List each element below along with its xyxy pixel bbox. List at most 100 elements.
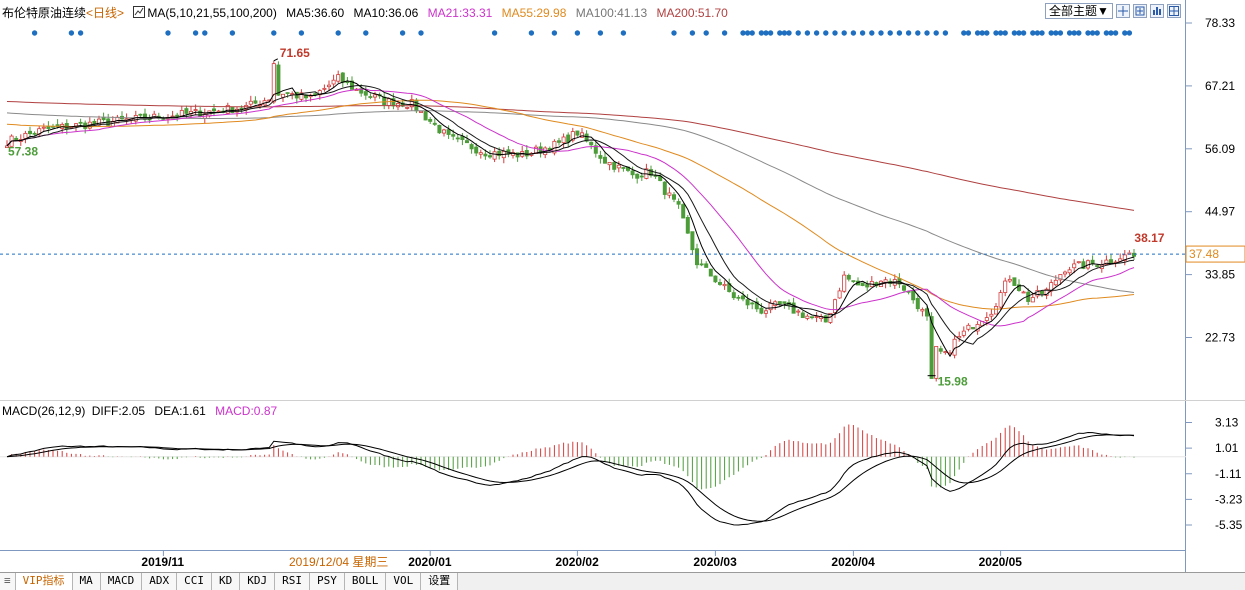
candle-body bbox=[92, 120, 97, 125]
time-tick-label: 2020/03 bbox=[693, 555, 737, 569]
price-gridlines: 78.33 67.21 56.09 44.97 33.85 22.73 bbox=[1186, 16, 1235, 345]
time-tick-label: 2019/11 bbox=[141, 555, 184, 569]
ma200-line bbox=[6, 101, 1135, 211]
tab-psy[interactable]: PSY bbox=[310, 573, 345, 590]
candle-body bbox=[299, 92, 304, 100]
signal-dot bbox=[551, 30, 558, 36]
tab-vip-indicators[interactable]: VIP指标 bbox=[15, 573, 73, 590]
tab-ma[interactable]: MA bbox=[72, 573, 101, 590]
candle-body bbox=[1053, 279, 1058, 286]
signal-dot bbox=[703, 30, 709, 36]
price-tick-label: 78.33 bbox=[1205, 16, 1235, 30]
candle-body bbox=[32, 132, 37, 135]
chart-type-icon[interactable] bbox=[1149, 4, 1164, 18]
instrument-name: 布伦特原油连续 bbox=[2, 6, 87, 20]
signal-dot bbox=[740, 30, 746, 36]
signal-dot bbox=[1034, 30, 1041, 36]
candle-body bbox=[630, 170, 635, 176]
signal-dot bbox=[165, 30, 171, 36]
tab-rsi[interactable]: RSI bbox=[275, 573, 310, 590]
signal-dot bbox=[1053, 30, 1059, 36]
tab-scroll-handle[interactable]: ≡ bbox=[0, 573, 16, 590]
candle-body bbox=[372, 94, 377, 98]
candle-body bbox=[837, 290, 842, 299]
candle-body bbox=[469, 144, 474, 150]
signal-dot bbox=[1126, 30, 1133, 36]
macd-tick-label: 1.01 bbox=[1215, 441, 1239, 455]
signal-dot bbox=[271, 30, 277, 36]
period-selector[interactable]: <日线> bbox=[86, 6, 125, 20]
tab-boll[interactable]: BOLL bbox=[344, 573, 387, 590]
ma100-value: MA100:41.13 bbox=[575, 6, 648, 20]
signal-dot bbox=[620, 30, 627, 36]
candle-body bbox=[1067, 269, 1072, 274]
signal-dot bbox=[887, 30, 893, 36]
ma-parameters[interactable]: MA(5,10,21,55,100,200) bbox=[147, 6, 277, 20]
macd-tick-label: -3.23 bbox=[1215, 492, 1243, 506]
signal-dot bbox=[878, 30, 884, 36]
theme-dropdown[interactable]: 全部主题▼ bbox=[1045, 3, 1113, 19]
candle-body bbox=[961, 330, 966, 336]
candle-body bbox=[865, 284, 870, 288]
candle-body bbox=[313, 93, 318, 96]
low-label: 15.98 bbox=[938, 375, 968, 389]
candle-body bbox=[455, 137, 460, 140]
candle-body bbox=[929, 316, 934, 379]
candle-body bbox=[695, 248, 700, 266]
tab-settings[interactable]: 设置 bbox=[421, 573, 459, 590]
signal-dot bbox=[335, 30, 341, 36]
signal-dot bbox=[979, 30, 985, 36]
tab-adx[interactable]: ADX bbox=[142, 573, 178, 590]
signal-dot bbox=[924, 30, 930, 36]
tab-macd[interactable]: MACD bbox=[100, 573, 143, 590]
signal-dot bbox=[1039, 30, 1045, 36]
signal-dot bbox=[1011, 30, 1018, 36]
tab-vol[interactable]: VOL bbox=[386, 573, 422, 590]
candle-body bbox=[552, 140, 557, 154]
candle-body bbox=[409, 99, 414, 108]
candle-body bbox=[846, 274, 851, 280]
signal-dot bbox=[965, 30, 972, 36]
price-tick-label: 56.09 bbox=[1205, 142, 1235, 156]
signal-dot bbox=[68, 30, 75, 36]
candle-body bbox=[952, 338, 957, 356]
signal-dot bbox=[841, 30, 847, 36]
macd-params[interactable]: MACD(26,12,9) bbox=[2, 404, 86, 418]
tab-cci[interactable]: CCI bbox=[177, 573, 212, 590]
macd-dea-value: DEA:1.61 bbox=[154, 404, 206, 418]
candle-body bbox=[1122, 254, 1127, 261]
signal-dot bbox=[961, 30, 967, 36]
layout-icon[interactable] bbox=[1166, 4, 1181, 18]
signal-dot bbox=[1020, 30, 1027, 36]
signal-dot bbox=[1048, 30, 1054, 36]
candle-body bbox=[253, 100, 258, 104]
signal-dot bbox=[77, 30, 84, 36]
candle-body bbox=[78, 121, 83, 124]
tab-kd[interactable]: KD bbox=[212, 573, 241, 590]
signal-dot bbox=[363, 30, 369, 36]
price-tick-label: 33.85 bbox=[1205, 268, 1235, 282]
tab-kdj[interactable]: KDJ bbox=[240, 573, 276, 590]
signal-dot bbox=[832, 30, 838, 36]
signal-dot bbox=[574, 30, 581, 36]
candle-body bbox=[336, 74, 341, 82]
high-marker bbox=[273, 58, 279, 62]
signal-dot bbox=[915, 30, 921, 36]
candle-body bbox=[681, 204, 686, 219]
candle-body bbox=[575, 130, 580, 136]
ma100-line bbox=[6, 110, 1135, 293]
macd-diff-line bbox=[6, 431, 1135, 526]
signal-dot bbox=[823, 30, 829, 36]
crosshair-icon[interactable] bbox=[1115, 4, 1130, 18]
candle-body bbox=[994, 306, 999, 315]
zoom-icon[interactable] bbox=[1132, 4, 1147, 18]
candle-body bbox=[1104, 259, 1109, 265]
signal-dot bbox=[528, 30, 535, 36]
ma10-value: MA10:36.06 bbox=[353, 6, 419, 20]
candle-body bbox=[1081, 261, 1086, 269]
time-axis-labels: 2019/11 2020/01 2020/02 2020/03 2020/04 2020/… bbox=[141, 551, 1022, 569]
signal-dot bbox=[491, 30, 498, 36]
recent-high-label: 38.17 bbox=[1134, 231, 1164, 245]
signal-dot bbox=[31, 30, 38, 36]
candle-body bbox=[672, 194, 677, 200]
